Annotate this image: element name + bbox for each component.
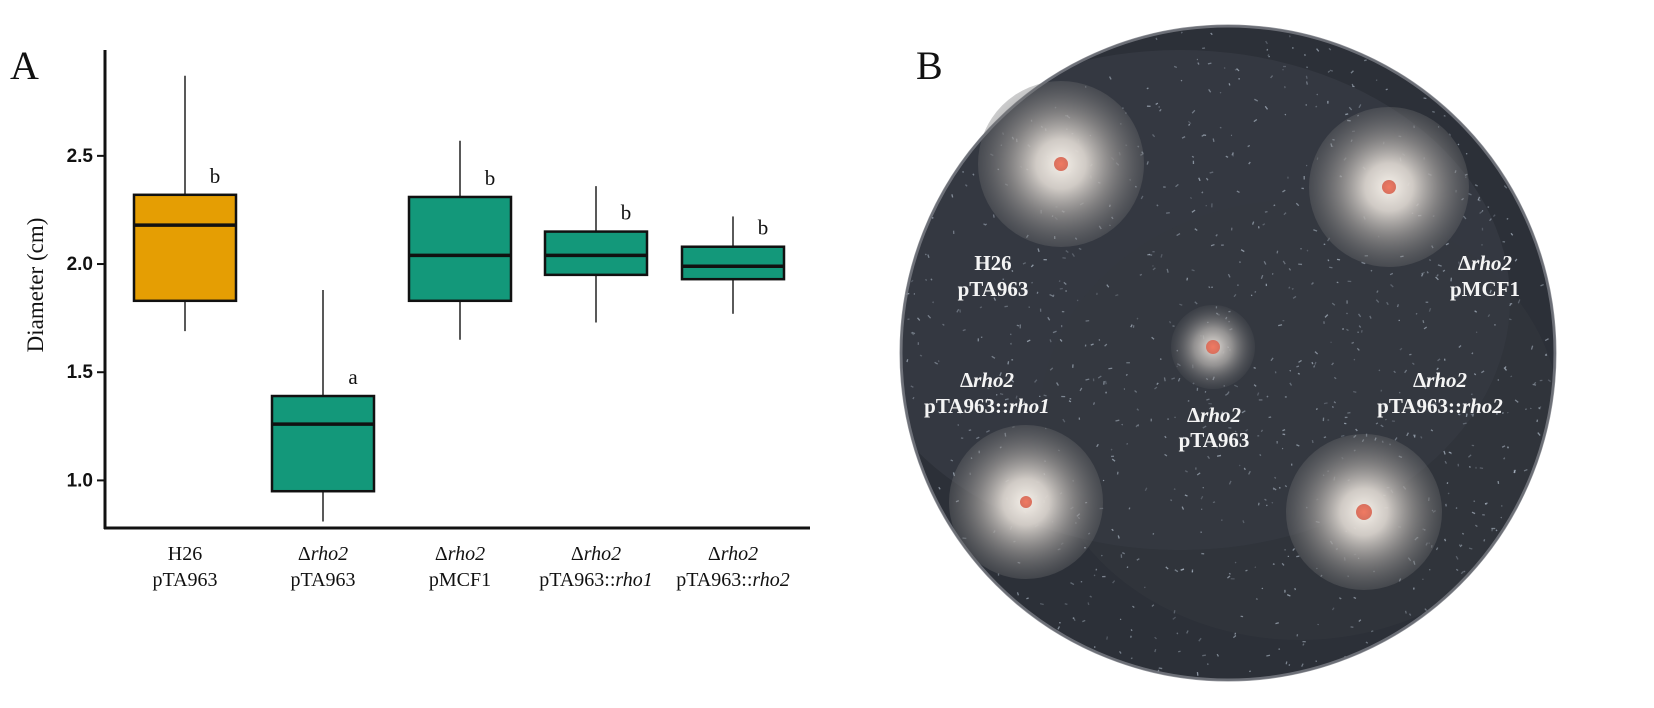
strain-name: rho2 — [448, 543, 485, 565]
y-tick-label: 1.0 — [67, 470, 93, 491]
strain-name: rho2 — [1471, 251, 1512, 275]
y-tick-label: 2.0 — [67, 254, 93, 275]
y-axis-ticks: 1.0 1.5 2.0 2.5 — [67, 146, 105, 491]
strain-name: rho2 — [1426, 368, 1467, 392]
plate-labels: H26pTA963Δrho2pMCF1Δrho2pTA963Δrho2pTA96… — [924, 251, 1520, 452]
strain-name: H26 — [974, 251, 1011, 275]
label-line-2: pTA963::rho1 — [924, 394, 1050, 418]
colony-rho1 — [1020, 496, 1032, 508]
label-line-1: Δrho2 — [298, 543, 348, 565]
delta-symbol: Δ — [298, 543, 311, 565]
label-line-2: pTA963::rho2 — [676, 569, 790, 591]
delta-symbol: Δ — [571, 543, 584, 565]
plasmid-name: pTA963 — [1179, 428, 1250, 452]
label-line-2: pTA963 — [958, 277, 1029, 301]
colony-rho2 — [1356, 504, 1372, 520]
plasmid-name: pTA963 — [152, 569, 217, 591]
label-line-2: pMCF1 — [429, 569, 491, 591]
gene-name: rho2 — [1462, 394, 1503, 418]
label-line-1: Δrho2 — [1458, 251, 1513, 275]
significance-letter: b — [210, 164, 221, 188]
label-line-1: Δrho2 — [960, 368, 1015, 392]
significance-letter: b — [485, 166, 496, 190]
significance-letter: a — [348, 365, 358, 389]
label-line-2: pTA963 — [290, 569, 355, 591]
panel-a: A Diameter (cm) 1.0 1.5 2.0 2.5 b a b b b H26 pT… — [10, 43, 810, 591]
strain-name: rho2 — [973, 368, 1014, 392]
label-line-1: Δrho2 — [1413, 368, 1468, 392]
plasmid-name: pTA963:: — [924, 394, 1009, 418]
y-tick-label: 1.5 — [67, 362, 94, 383]
colony-h26 — [1054, 157, 1068, 171]
plasmid-name: pTA963 — [958, 277, 1029, 301]
plasmid-name: pTA963 — [290, 569, 355, 591]
agar-plate-photo: H26pTA963Δrho2pMCF1Δrho2pTA963Δrho2pTA96… — [899, 24, 1557, 682]
panel-b-label: B — [916, 43, 943, 88]
gene-name: rho1 — [1009, 394, 1050, 418]
box-iqr — [680, 245, 786, 281]
plasmid-name: pTA963:: — [539, 569, 615, 591]
strain-name: rho2 — [1200, 403, 1241, 427]
gene-name: rho2 — [752, 569, 789, 591]
box-iqr — [543, 230, 649, 277]
label-line-1: H26 — [974, 251, 1011, 275]
label-line-2: pTA963::rho2 — [1377, 394, 1503, 418]
label-line-2: pTA963::rho1 — [539, 569, 653, 591]
plasmid-name: pTA963:: — [1377, 394, 1462, 418]
strain-name: rho2 — [311, 543, 348, 565]
box-iqr — [407, 195, 513, 303]
plasmid-name: pTA963:: — [676, 569, 752, 591]
box-3: b — [407, 140, 513, 340]
box-iqr — [132, 193, 238, 303]
colony-pmcf1 — [1382, 180, 1396, 194]
box-4: b — [543, 186, 649, 323]
delta-symbol: Δ — [1458, 251, 1471, 275]
strain-name: rho2 — [584, 543, 621, 565]
label-line-2: pTA963 — [152, 569, 217, 591]
plasmid-name: pMCF1 — [429, 569, 491, 591]
significance-letter: b — [758, 216, 769, 240]
label-line-2: pTA963 — [1179, 428, 1250, 452]
strain-name: H26 — [168, 543, 202, 565]
x-tick-label-2: Δrho2 pTA963 — [290, 543, 355, 591]
box-5: b — [680, 216, 786, 314]
strain-name: rho2 — [721, 543, 758, 565]
panel-b: B H26pTA963Δrho2pMCF1Δrho2pTA963Δrho2pTA… — [899, 24, 1557, 682]
delta-symbol: Δ — [1413, 368, 1426, 392]
box-iqr — [270, 394, 376, 493]
label-line-1: Δrho2 — [571, 543, 621, 565]
colony-center — [1206, 340, 1220, 354]
significance-letter: b — [621, 201, 632, 225]
delta-symbol: Δ — [960, 368, 973, 392]
delta-symbol: Δ — [708, 543, 721, 565]
plate-rim — [899, 24, 1557, 682]
box-1: b — [132, 75, 238, 332]
delta-symbol: Δ — [1187, 403, 1200, 427]
label-line-1: Δrho2 — [708, 543, 758, 565]
plasmid-name: pMCF1 — [1450, 277, 1520, 301]
gene-name: rho1 — [615, 569, 652, 591]
boxplot-series: b a b b b — [132, 75, 786, 522]
label-line-1: Δrho2 — [1187, 403, 1242, 427]
box-2: a — [270, 290, 376, 522]
y-tick-label: 2.5 — [67, 146, 94, 167]
x-tick-label-3: Δrho2 pMCF1 — [429, 543, 491, 591]
delta-symbol: Δ — [435, 543, 448, 565]
y-axis-label: Diameter (cm) — [23, 218, 48, 353]
label-line-1: H26 — [168, 543, 202, 565]
panel-a-label: A — [10, 43, 39, 88]
x-axis-tick-labels: H26pTA963Δrho2pTA963Δrho2pMCF1Δrho2pTA96… — [152, 543, 789, 591]
label-line-1: Δrho2 — [435, 543, 485, 565]
label-line-2: pMCF1 — [1450, 277, 1520, 301]
x-tick-label-1: H26 pTA963 — [152, 543, 217, 591]
